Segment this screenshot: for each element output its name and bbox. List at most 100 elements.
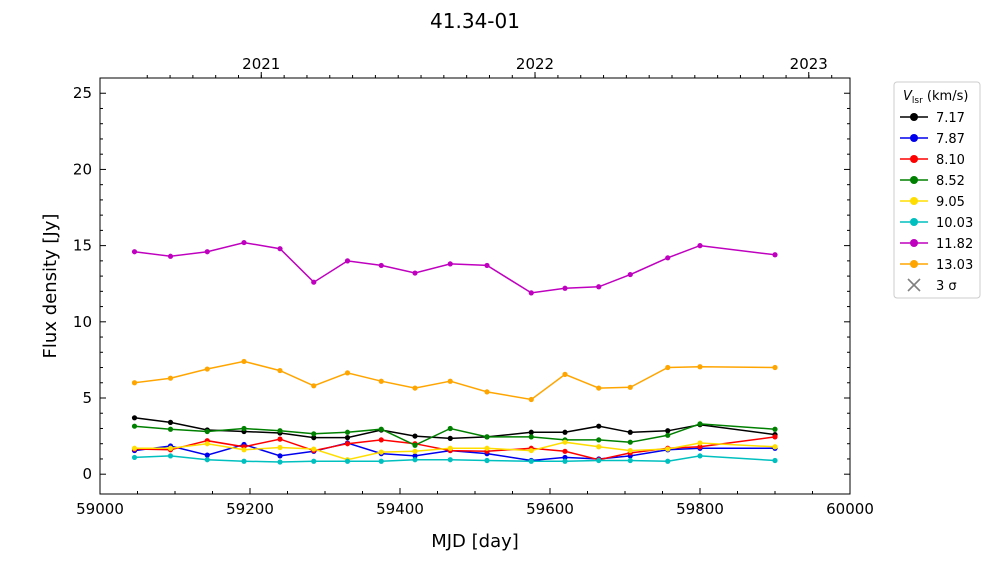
data-point — [131, 249, 138, 255]
x-tick-label: 59000 — [76, 500, 124, 518]
data-point — [412, 457, 418, 463]
data-point — [528, 434, 534, 440]
data-point — [131, 423, 138, 429]
y-tick-label: 5 — [82, 389, 92, 407]
data-point — [447, 261, 453, 267]
data-point — [204, 441, 210, 447]
data-point — [697, 421, 703, 427]
data-point — [241, 447, 247, 453]
data-point — [596, 284, 602, 290]
data-point — [378, 458, 384, 464]
data-point — [412, 442, 418, 448]
data-point — [665, 446, 671, 452]
data-point — [772, 364, 778, 371]
data-point — [277, 444, 283, 451]
legend-swatch-marker — [910, 260, 918, 268]
data-point — [167, 419, 174, 425]
data-point — [344, 429, 351, 435]
legend-title: Vlsr (km/s) — [903, 89, 968, 106]
data-point — [665, 432, 671, 438]
data-point — [204, 457, 210, 463]
y-tick-label: 10 — [73, 313, 92, 331]
data-point — [528, 290, 534, 296]
legend-swatch-marker — [910, 218, 918, 226]
data-point — [772, 457, 778, 464]
data-point — [562, 285, 568, 291]
data-point — [344, 370, 351, 376]
y-tick-label: 15 — [73, 237, 92, 255]
data-point — [596, 437, 602, 443]
data-point — [131, 445, 138, 451]
data-point — [412, 385, 418, 391]
data-point — [596, 444, 602, 450]
data-point — [627, 384, 633, 390]
y-axis-label: Flux density [Jy] — [40, 214, 61, 359]
data-point — [528, 458, 534, 464]
legend-swatch-marker — [910, 239, 918, 247]
data-point — [167, 375, 174, 381]
data-point — [697, 453, 703, 459]
data-point — [665, 458, 671, 464]
data-point — [484, 457, 490, 464]
y-tick-label: 25 — [73, 84, 92, 102]
series-line-9.05 — [134, 441, 776, 461]
data-point — [167, 426, 174, 432]
data-point — [772, 252, 778, 258]
data-point — [311, 431, 317, 437]
data-point — [528, 429, 534, 435]
data-point — [241, 425, 247, 432]
data-point — [311, 435, 317, 441]
data-point — [204, 452, 210, 458]
data-point — [665, 428, 671, 434]
data-point — [378, 426, 384, 432]
data-point — [562, 448, 568, 454]
legend-entry-label: 8.52 — [936, 174, 965, 189]
data-point — [528, 396, 534, 403]
data-point — [562, 439, 568, 445]
data-point — [772, 426, 778, 432]
data-point — [562, 371, 568, 377]
legend-entry-label: 9.05 — [936, 195, 965, 210]
data-point — [344, 258, 351, 264]
data-point — [484, 445, 490, 451]
data-point — [665, 255, 671, 261]
data-point — [344, 458, 351, 464]
data-point — [241, 239, 247, 246]
data-point — [167, 445, 174, 451]
data-point — [131, 454, 138, 461]
data-point — [344, 441, 351, 447]
sigma-x-marker — [907, 278, 921, 292]
series-line-10.03 — [134, 455, 776, 463]
x-axis-label: MJD [day] — [431, 531, 519, 552]
legend-swatch-marker — [910, 134, 918, 142]
data-point — [697, 440, 703, 446]
data-point — [665, 364, 671, 371]
legend-swatch-marker — [910, 113, 918, 121]
data-point — [241, 358, 247, 365]
data-point — [204, 366, 210, 372]
data-point — [484, 262, 490, 269]
data-point — [627, 439, 633, 445]
data-point — [277, 453, 283, 459]
data-point — [596, 385, 602, 391]
data-point — [412, 433, 418, 439]
data-point — [627, 457, 633, 464]
plot-area: 59000 59200 59400 59600 59800 60000 0 5 10 15 20 25… — [73, 55, 874, 518]
top-year-label: 2021 — [242, 55, 280, 73]
data-point — [562, 458, 568, 464]
data-point — [311, 383, 317, 389]
series-line-11.82 — [134, 241, 776, 294]
data-point — [627, 429, 633, 435]
x-tick-label: 59800 — [676, 500, 724, 518]
y-tick-label: 20 — [73, 160, 92, 178]
legend-swatch-marker — [910, 197, 918, 205]
data-point — [447, 378, 453, 384]
data-point — [484, 389, 490, 395]
data-point — [772, 434, 778, 440]
data-point — [378, 262, 384, 269]
data-point — [627, 271, 633, 278]
data-point — [277, 428, 283, 434]
series-line-13.03 — [134, 360, 776, 401]
top-year-label: 2022 — [516, 55, 554, 73]
